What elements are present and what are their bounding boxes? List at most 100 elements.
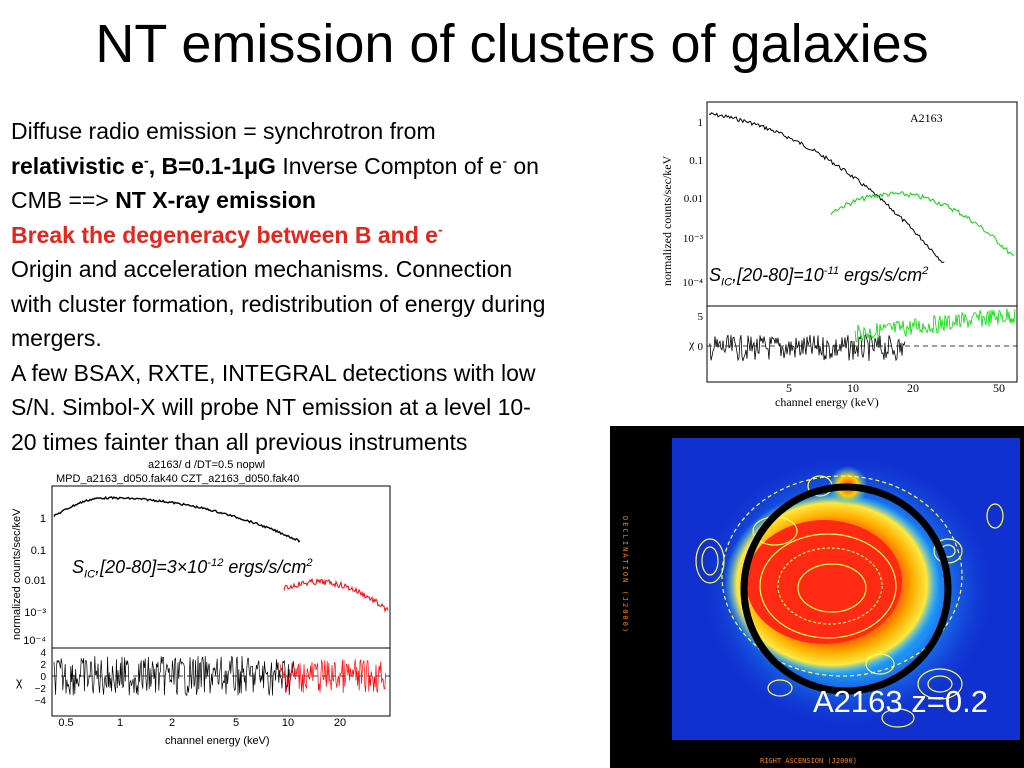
b-field-text: , B=0.1-1 xyxy=(148,152,244,179)
right-resid-black xyxy=(708,334,906,362)
map-ra-label: RIGHT ASCENSION (J2000) xyxy=(760,757,857,765)
body-line-5: Origin and acceleration mechanisms. Conn… xyxy=(11,256,513,282)
left-rtick-4: −4 xyxy=(35,696,47,707)
right-flux-units: ergs/s/cm xyxy=(839,265,923,285)
left-ytick-2: 0.01 xyxy=(25,575,46,587)
map-dec-tick-6: 12 xyxy=(660,639,668,648)
left-rtick-0: 4 xyxy=(40,648,46,659)
map-ra-tick-3: 15 45 xyxy=(851,746,869,755)
right-x-axis-label: channel energy (keV) xyxy=(775,395,879,409)
right-plot-name: A2163 xyxy=(910,111,943,125)
left-ytick-1: 0.1 xyxy=(31,545,46,557)
slide-title: NT emission of clusters of galaxies xyxy=(95,14,929,74)
body-line-3: CMB ==> NT X-ray emission xyxy=(11,183,679,218)
left-resid-ticks: 420−2−4 xyxy=(35,648,47,707)
right-xtick-3: 50 xyxy=(993,381,1005,395)
left-x-ticks: 0.5 1 2 5 10 20 xyxy=(58,717,346,729)
map-dec-tick-1: 02 xyxy=(660,474,668,483)
right-ytick-4: 10⁻⁴ xyxy=(682,277,703,289)
cluster-circle xyxy=(740,483,952,695)
left-flux-s: S xyxy=(72,557,85,577)
spectrum-plot-right: A2163 normalized counts/sec/keV χ channe… xyxy=(655,96,1024,416)
left-flux-exp: -12 xyxy=(207,557,224,569)
left-resid-red xyxy=(279,658,386,694)
right-rtick-0: 5 xyxy=(698,311,704,323)
map-ra-tick-1: 15 xyxy=(731,746,739,755)
right-x-ticks: 5 10 20 50 xyxy=(786,381,1005,395)
right-y-axis-label: normalized counts/sec/keV xyxy=(660,155,674,286)
cmb-text: CMB ==> xyxy=(11,187,116,213)
map-dec-ticks: -06 00 02 04 06 08 10 12 14 16 xyxy=(647,441,668,714)
map-dec-tick-4: 08 xyxy=(660,573,668,582)
right-flux-exp: -11 xyxy=(823,265,840,277)
radio-map: -06 00 02 04 06 08 10 12 14 16 16 16 30 15 00 15 45… xyxy=(610,426,1024,768)
body-line-2: relativistic e-, B=0.1-1μG Inverse Compt… xyxy=(11,149,679,184)
right-xtick-1: 10 xyxy=(847,381,859,395)
left-header-1: a2163/ d /DT=0.5 nopwl xyxy=(148,459,265,471)
right-ytick-2: 0.01 xyxy=(684,193,703,205)
left-flux-label: SIC,[20-80]=3×10-12 ergs/s/cm2 xyxy=(72,557,313,580)
left-xtick-2: 2 xyxy=(169,717,175,729)
left-flux-text: ,[20-80]=3×10 xyxy=(95,557,208,577)
right-xtick-0: 5 xyxy=(786,381,792,395)
electron-sup-2: - xyxy=(502,152,507,169)
right-series-green xyxy=(830,191,1015,256)
left-flux-units: ergs/s/cm xyxy=(223,557,307,577)
map-dec-tick-7: 14 xyxy=(660,672,668,681)
left-resid-black xyxy=(53,655,296,697)
spectrum-plot-left: a2163/ d /DT=0.5 nopwl MPD_a2163_d050.fa… xyxy=(0,454,395,756)
right-y-ticks: 1 0.1 0.01 10⁻³ 10⁻⁴ xyxy=(682,117,703,289)
body-line-7: mergers. xyxy=(11,325,102,351)
left-rtick-1: 2 xyxy=(40,660,46,671)
right-flux-label: SIC,[20-80]=10-11 ergs/s/cm2 xyxy=(709,265,928,289)
mu-symbol: μ xyxy=(243,152,259,179)
left-ytick-0: 1 xyxy=(40,513,46,525)
right-ytick-0: 1 xyxy=(698,117,704,129)
body-line-4: Break the degeneracy between B and e- xyxy=(11,218,679,253)
left-rtick-2: 0 xyxy=(40,672,46,683)
left-xtick-0: 0.5 xyxy=(58,717,73,729)
left-series-red xyxy=(283,577,389,613)
left-resid-label: χ xyxy=(16,675,23,689)
map-dec-tick-3: 06 xyxy=(660,540,668,549)
rel-electrons-text: relativistic e xyxy=(11,152,144,179)
right-resid-ticks: 50 xyxy=(698,311,704,353)
left-xtick-4: 10 xyxy=(282,717,294,729)
map-ra-tick-0: 16 16 30 xyxy=(641,746,669,755)
left-lower-frame xyxy=(51,647,391,717)
body-line-6: with cluster formation, redistribution o… xyxy=(11,290,546,317)
right-ytick-1: 0.1 xyxy=(689,155,703,167)
right-flux-text: ,[20-80]=10 xyxy=(732,265,824,285)
right-ytick-3: 10⁻³ xyxy=(683,233,704,245)
left-y-axis-label: normalized counts/sec/keV xyxy=(11,508,23,640)
map-dec-tick-0: -06 00 xyxy=(647,441,668,450)
gauss-unit: G xyxy=(258,152,276,179)
left-y-ticks: 1 0.1 0.01 10⁻³ 10⁻⁴ xyxy=(23,513,46,647)
map-dec-tick-5: 10 xyxy=(660,606,668,615)
left-xtick-1: 1 xyxy=(117,717,123,729)
map-ra-tick-5: 15 xyxy=(986,746,994,755)
body-line-9: S/N. Simbol-X will probe NT emission at … xyxy=(11,394,531,420)
left-spectrum-data xyxy=(53,495,389,697)
right-flux-sub: IC xyxy=(721,276,733,289)
left-rtick-3: −2 xyxy=(35,684,47,695)
body-line-10: 20 times fainter than all previous instr… xyxy=(11,428,468,455)
map-contours xyxy=(695,475,1004,728)
right-flux-s: S xyxy=(709,265,722,285)
map-ra-tick-4: 30 xyxy=(918,746,926,755)
map-dec-tick-8: 16 xyxy=(660,705,668,714)
right-xtick-2: 20 xyxy=(907,381,919,395)
left-x-axis-label: channel energy (keV) xyxy=(165,735,270,747)
right-series-black xyxy=(708,112,945,263)
electron-sup: - xyxy=(143,152,149,169)
left-flux-sq: 2 xyxy=(306,557,313,569)
right-resid-label: χ xyxy=(688,337,695,351)
map-ra-tick-2: 00 xyxy=(796,746,804,755)
map-core-inner xyxy=(746,520,902,644)
left-ytick-4: 10⁻⁴ xyxy=(23,635,46,647)
on-text: on xyxy=(506,152,539,179)
right-spectrum-data xyxy=(708,112,1016,362)
map-ra-ticks: 16 16 30 15 00 15 45 30 15 xyxy=(641,746,994,755)
left-header-2: MPD_a2163_d050.fak40 CZT_a2163_d050.fak4… xyxy=(56,473,299,485)
body-text: Diffuse radio emission = synchrotron fro… xyxy=(11,114,679,459)
